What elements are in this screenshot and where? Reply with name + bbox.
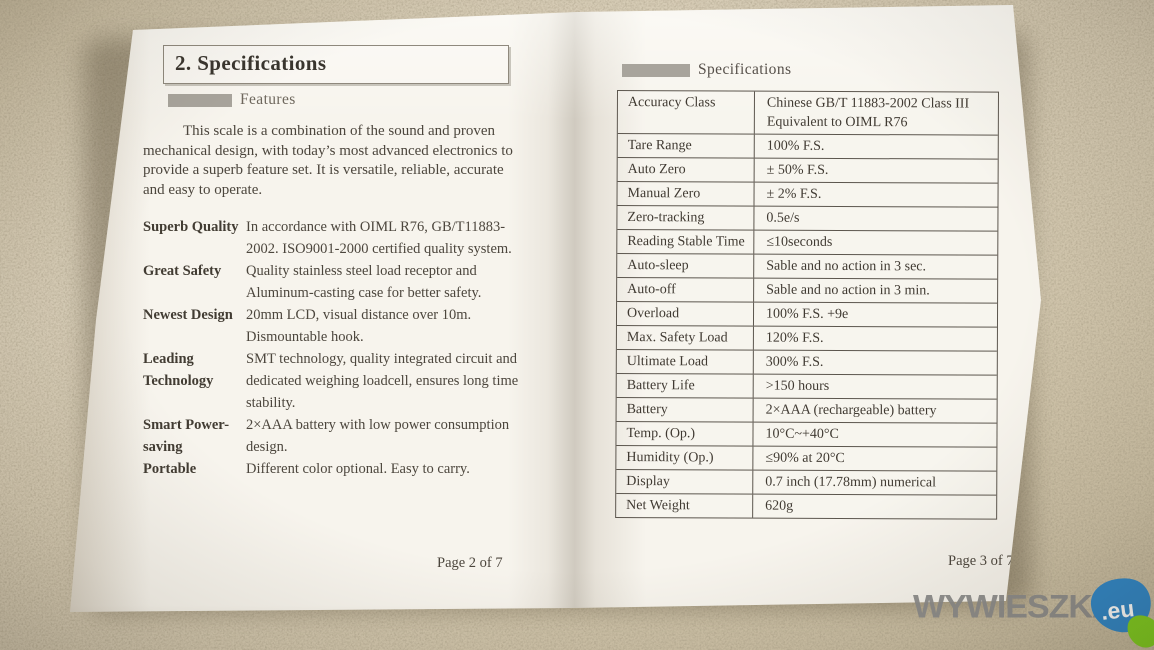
spec-table-row: Manual Zero ± 2% F.S. [617,182,998,208]
spec-value: 300% F.S. [765,354,824,370]
spec-key: Max. Safety Load [616,326,754,350]
feature-label: Superb Quality [143,219,239,235]
feature-row: Smart Power-saving 2×AAA battery with lo… [143,414,535,458]
spec-table-row: Auto Zero ± 50% F.S. [617,158,998,184]
feature-text: Different color optional. Easy to carry. [246,461,470,477]
spec-table-row: Temp. (Op.) 10°C~+40°C [616,422,997,448]
spec-table-row: Ultimate Load 300% F.S. [616,350,997,376]
spec-value: 2×AAA (rechargeable) battery [765,402,937,419]
spec-value: Sable and no action in 3 sec. [766,258,927,275]
spec-value: ± 50% F.S. [766,162,829,178]
watermark-green-blob-icon [1127,615,1154,648]
chapter-title: 2. Specifications [175,51,327,75]
spec-key: Accuracy Class [617,91,755,134]
spec-value: >150 hours [765,378,830,394]
spec-table-row: Zero-tracking 0.5e/s [617,206,998,232]
specifications-section-header: Specifications [622,61,791,79]
features-list: Superb Quality In accordance with OIML R… [143,216,535,480]
right-page-number: Page 3 of 7 [948,553,1014,569]
spec-key: Humidity (Op.) [616,446,754,470]
section-marker-bar [168,93,232,107]
spec-value: 620g [765,498,794,514]
spec-table-row: Auto-off Sable and no action in 3 min. [617,278,998,304]
features-section-label: Features [240,91,296,108]
spec-table-row: Humidity (Op.) ≤90% at 20°C [616,446,997,472]
spec-key: Tare Range [617,134,755,158]
spec-key: Auto-off [617,278,755,302]
left-page-number: Page 2 of 7 [437,555,503,571]
feature-label: Great Safety [143,263,222,279]
feature-row: Leading Technology SMT technology, quali… [143,348,535,414]
spec-table-row: Auto-sleep Sable and no action in 3 sec. [617,254,998,280]
spec-key: Auto-sleep [617,254,755,278]
feature-text: 20mm LCD, visual distance over 10m. Dism… [246,307,472,345]
feature-row: Portable Different color optional. Easy … [143,458,535,480]
spec-key: Display [616,470,754,494]
watermark-text: WYWIESZKA [913,588,1117,626]
spec-table-row: Overload 100% F.S. +9e [616,302,998,328]
spec-key: Battery Life [616,374,754,398]
spec-key: Battery [616,398,754,422]
spec-value: 100% F.S. [766,138,825,154]
specifications-section-label: Specifications [698,61,792,78]
spec-table-row: Battery 2×AAA (rechargeable) battery [616,398,997,424]
spec-key: Net Weight [616,494,754,518]
spec-table-row: Accuracy Class Chinese GB/T 11883-2002 C… [617,91,998,136]
spec-key: Auto Zero [617,158,755,182]
spec-value: Sable and no action in 3 min. [766,282,930,299]
spec-table-row: Reading Stable Time ≤10seconds [617,230,998,256]
spec-table-body: Accuracy Class Chinese GB/T 11883-2002 C… [615,90,999,520]
features-section-header: Features [168,91,296,109]
feature-row: Newest Design 20mm LCD, visual distance … [143,304,535,348]
spec-value: 120% F.S. [765,330,824,346]
spec-table-row: Display 0.7 inch (17.78mm) numerical [616,470,997,496]
section-marker-bar [622,63,690,77]
feature-label: Newest Design [143,307,233,323]
spec-key: Temp. (Op.) [616,422,754,446]
spec-key: Reading Stable Time [617,230,755,254]
spec-table-row: Net Weight 620g [616,494,996,519]
spec-key: Zero-tracking [617,206,755,230]
spec-table-row: Max. Safety Load 120% F.S. [616,326,997,352]
feature-label: Smart Power-saving [143,417,230,455]
feature-text: SMT technology, quality integrated circu… [246,351,519,411]
features-intro-paragraph: This scale is a combination of the sound… [143,123,513,198]
spec-value: ≤90% at 20°C [765,450,845,466]
spec-value: ≤10seconds [766,234,833,250]
spec-value: 0.7 inch (17.78mm) numerical [765,474,937,491]
spec-table-row: Battery Life >150 hours [616,374,997,400]
spec-value: 10°C~+40°C [765,426,839,442]
spec-value: 100% F.S. +9e [765,306,849,323]
chapter-title-box: 2. Specifications [163,45,509,84]
spec-value: Chinese GB/T 11883-2002 Class III Equiva… [766,95,970,131]
spec-table-row: Tare Range 100% F.S. [617,134,998,160]
feature-text: In accordance with OIML R76, GB/T11883-2… [246,219,512,257]
spec-key: Manual Zero [617,182,755,206]
feature-text: Quality stainless steel load receptor an… [246,263,482,301]
feature-text: 2×AAA battery with low power consumption… [246,417,510,455]
feature-label: Leading Technology [143,351,214,389]
feature-row: Superb Quality In accordance with OIML R… [143,216,535,260]
feature-row: Great Safety Quality stainless steel loa… [143,260,535,304]
spec-value: 0.5e/s [766,210,800,226]
spec-value: ± 2% F.S. [766,186,822,202]
spec-key: Ultimate Load [616,350,754,374]
spec-key: Overload [616,302,755,326]
feature-label: Portable [143,461,197,477]
